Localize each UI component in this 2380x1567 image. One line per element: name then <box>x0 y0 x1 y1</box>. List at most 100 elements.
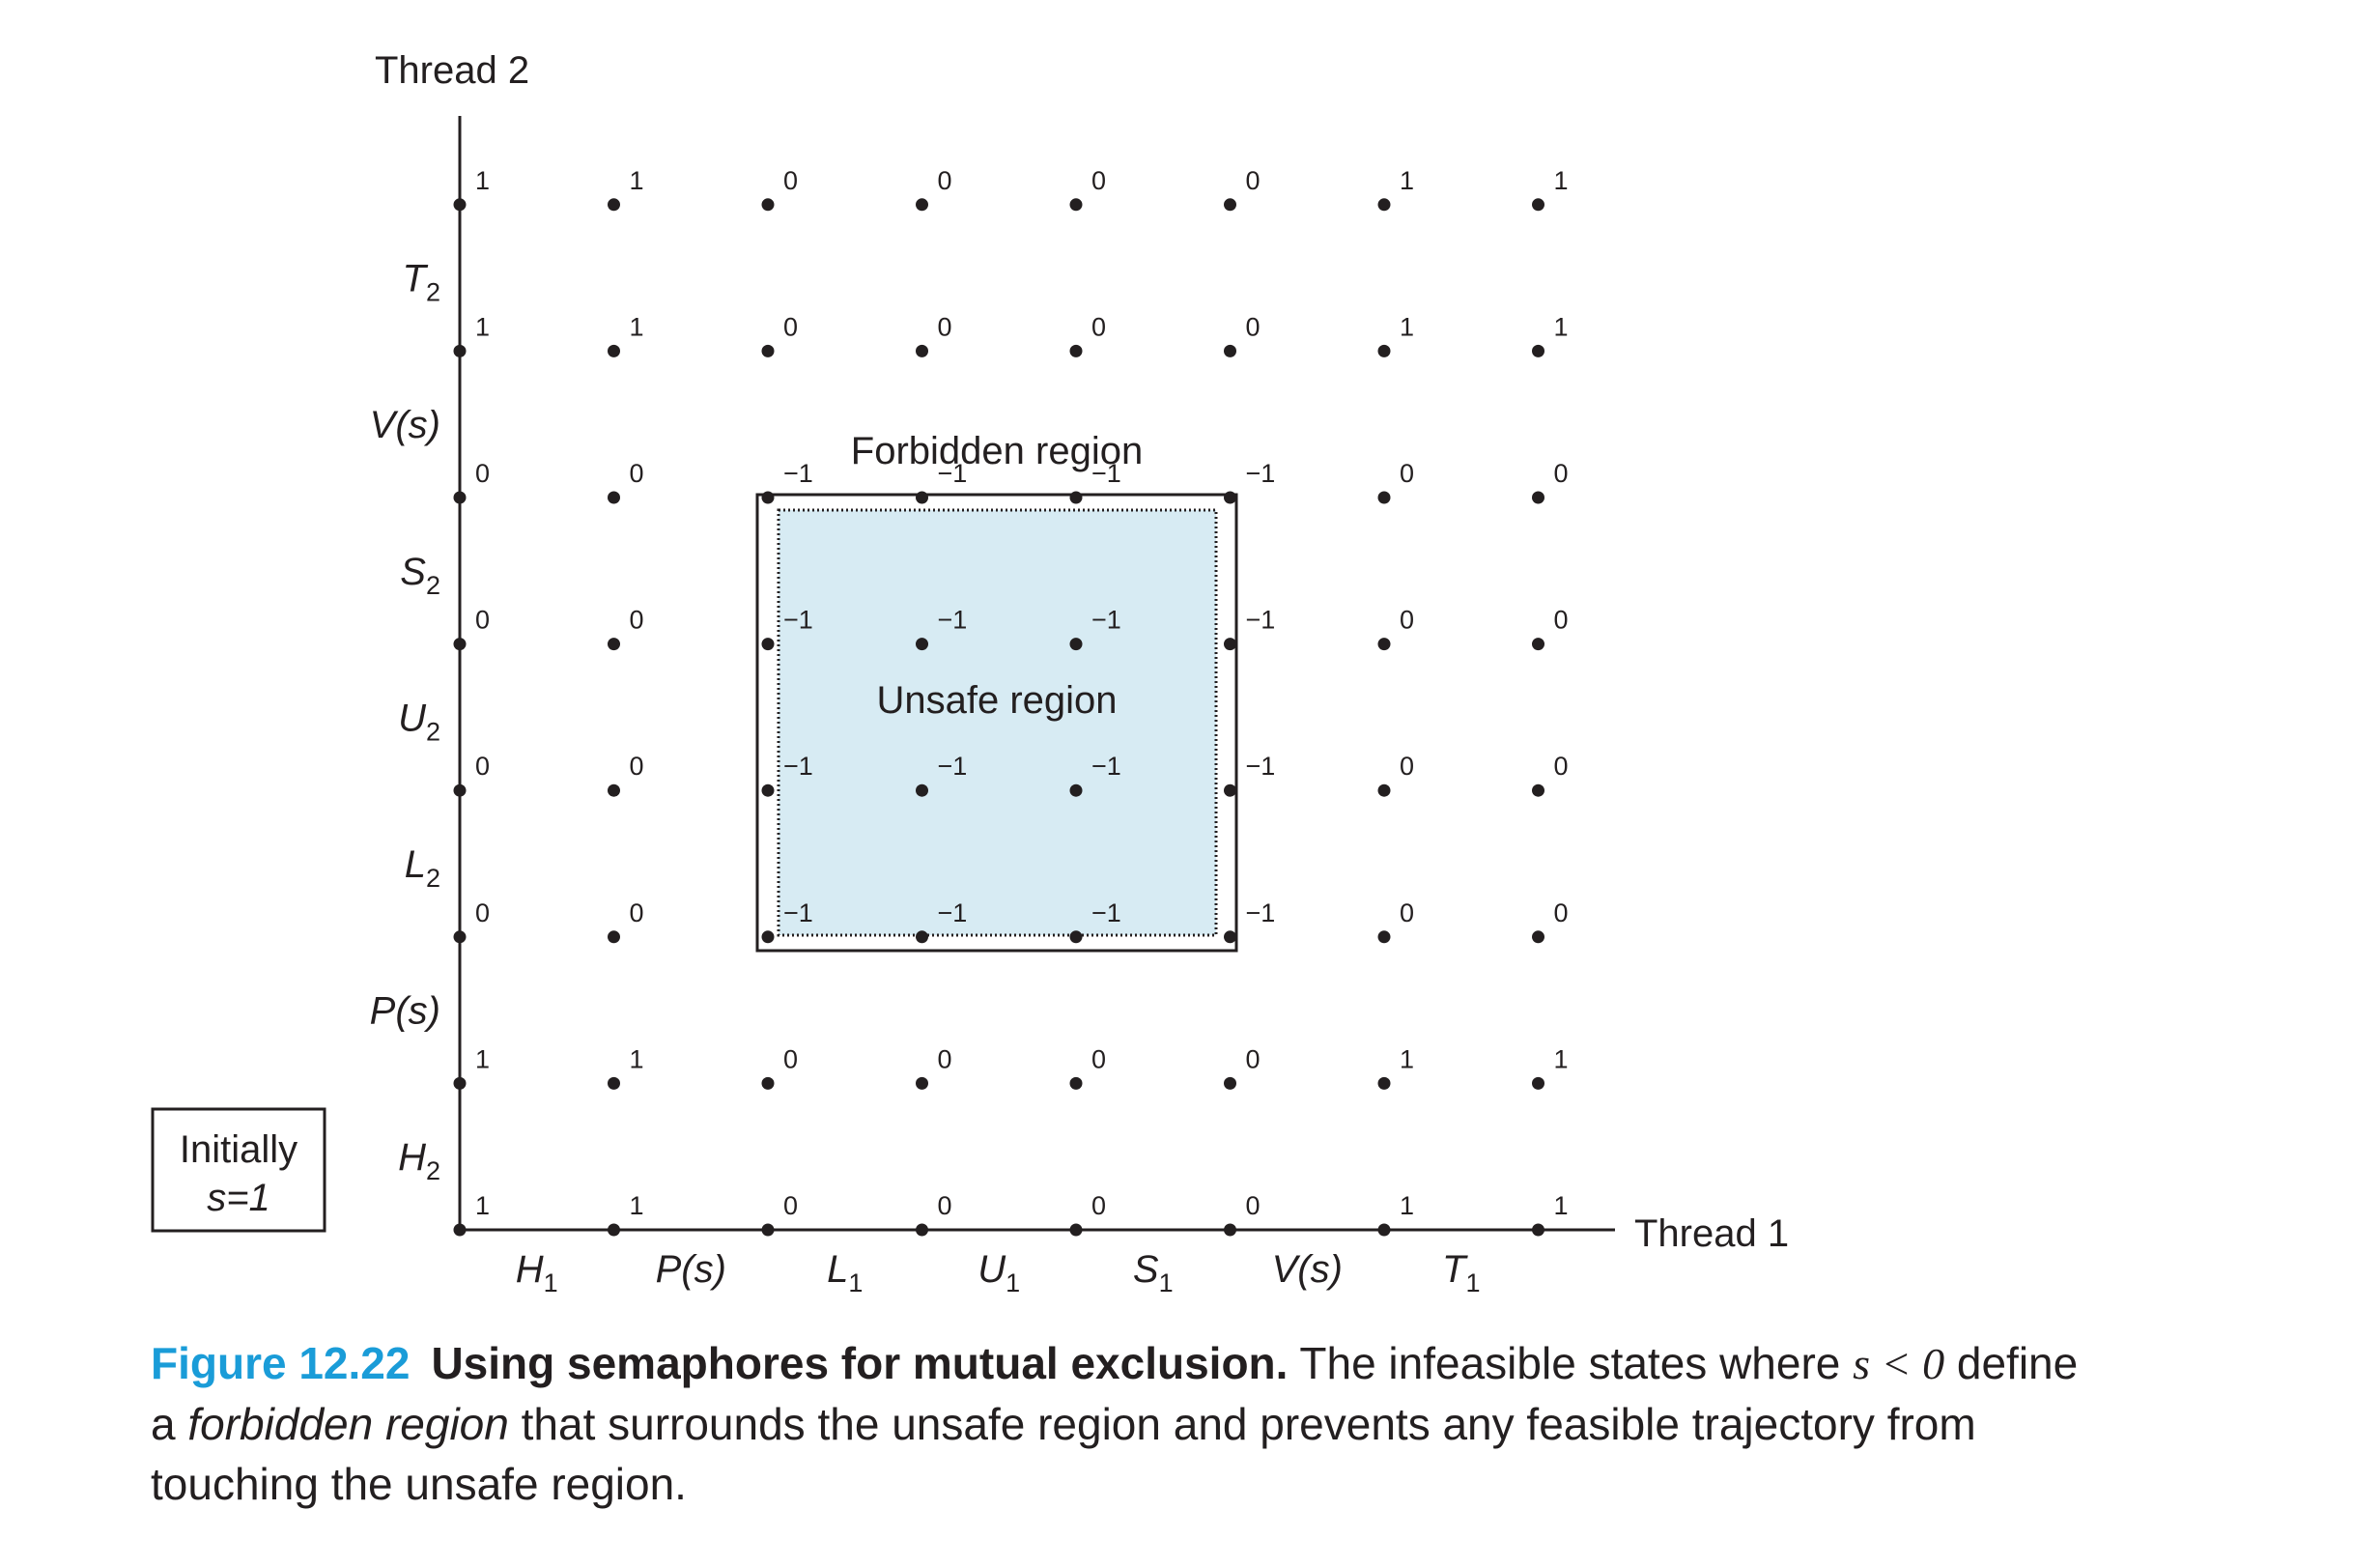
state-point <box>453 198 467 212</box>
state-point <box>1069 930 1083 944</box>
state-point <box>916 344 928 357</box>
state-value: −1 <box>783 898 813 927</box>
state-point <box>1224 784 1236 797</box>
state-value: 1 <box>1554 1191 1569 1220</box>
state-value: 0 <box>1554 606 1569 635</box>
state-value: 1 <box>630 166 644 195</box>
y-tick-3-main: L <box>405 843 426 886</box>
state-point <box>608 784 620 797</box>
state-point <box>453 784 467 797</box>
x-tick-6: V(s) <box>1272 1248 1343 1291</box>
state-value: 0 <box>630 898 644 927</box>
state-value: 0 <box>630 752 644 781</box>
y-tick-6: V(s) <box>370 404 440 446</box>
state-value: −1 <box>1091 606 1121 635</box>
state-point <box>1377 638 1391 651</box>
y-tick-4-subscript: 2 <box>426 717 440 746</box>
state-value: −1 <box>1091 752 1121 781</box>
state-value: 1 <box>475 1044 490 1073</box>
y-tick-6-main: V(s) <box>370 404 440 446</box>
x-tick-1-main: H <box>516 1248 544 1291</box>
state-point <box>1532 1076 1544 1090</box>
x-tick-1: H1 <box>516 1248 558 1297</box>
state-point <box>1377 1223 1391 1237</box>
state-point <box>1224 1223 1236 1237</box>
caption-text-3: that surrounds the unsafe region and pre… <box>151 1399 1976 1509</box>
x-tick-5: S1 <box>1133 1248 1174 1297</box>
state-point <box>1532 930 1544 944</box>
state-point <box>608 491 620 504</box>
state-value: 0 <box>475 459 490 488</box>
state-value: 1 <box>1400 1044 1414 1073</box>
y-tick-5: S2 <box>400 551 440 600</box>
thread1-label: Thread 1 <box>1634 1212 1789 1255</box>
state-point <box>453 930 467 944</box>
state-point <box>1377 491 1391 504</box>
caption-emphasis: forbidden region <box>187 1399 509 1449</box>
state-point <box>608 198 620 212</box>
x-tick-7-subscript: 1 <box>1465 1268 1480 1297</box>
x-tick-6-main: V(s) <box>1272 1248 1343 1291</box>
state-point <box>1069 491 1083 504</box>
state-point <box>453 638 467 651</box>
initial-state-line2: s=1 <box>207 1177 270 1219</box>
y-tick-7-main: T <box>403 258 429 300</box>
state-value: 0 <box>630 606 644 635</box>
state-value: 0 <box>1400 459 1414 488</box>
state-point <box>761 1223 775 1237</box>
state-point <box>761 344 775 357</box>
y-tick-1-main: H <box>398 1136 426 1179</box>
state-value: −1 <box>783 606 813 635</box>
state-point <box>916 784 928 797</box>
state-point <box>1224 930 1236 944</box>
state-value: 0 <box>783 1044 798 1073</box>
state-point <box>1532 491 1544 504</box>
state-value: 0 <box>1246 166 1261 195</box>
state-value: 0 <box>938 166 952 195</box>
state-point <box>1377 198 1391 212</box>
state-value: 1 <box>1400 166 1414 195</box>
y-tick-7-subscript: 2 <box>426 278 440 307</box>
state-value: 0 <box>783 312 798 341</box>
state-value: 1 <box>475 166 490 195</box>
state-value: 0 <box>1400 898 1414 927</box>
state-point <box>1224 491 1236 504</box>
state-point <box>916 1076 928 1090</box>
y-tick-3: L2 <box>405 843 440 893</box>
state-value: −1 <box>783 459 813 488</box>
state-value: −1 <box>938 606 968 635</box>
state-point <box>1224 198 1236 212</box>
state-point <box>1377 1076 1391 1090</box>
x-tick-2-main: P(s) <box>656 1248 726 1291</box>
state-point <box>761 930 775 944</box>
unsafe-region-label: Unsafe region <box>876 679 1117 722</box>
state-point <box>761 198 775 212</box>
state-point <box>1224 344 1236 357</box>
state-value: 0 <box>1554 752 1569 781</box>
initial-state-line1: Initially <box>180 1128 298 1171</box>
state-value: −1 <box>938 898 968 927</box>
x-tick-7: T1 <box>1442 1248 1480 1297</box>
y-tick-3-subscript: 2 <box>426 864 440 893</box>
unsafe-region <box>777 508 1218 937</box>
state-point <box>916 491 928 504</box>
state-value: 1 <box>1400 1191 1414 1220</box>
state-point <box>1532 784 1544 797</box>
state-value: 0 <box>1400 752 1414 781</box>
state-point <box>453 491 467 504</box>
caption-text-2: define a <box>151 1338 2079 1449</box>
state-value: −1 <box>783 752 813 781</box>
state-value: 0 <box>938 1044 952 1073</box>
state-value: 0 <box>1091 312 1106 341</box>
state-point <box>761 784 775 797</box>
state-value: 1 <box>630 312 644 341</box>
state-value: −1 <box>1091 459 1121 488</box>
x-tick-2: P(s) <box>656 1248 726 1291</box>
state-point <box>1532 344 1544 357</box>
state-value: −1 <box>1091 898 1121 927</box>
state-value: 1 <box>630 1044 644 1073</box>
state-point <box>761 638 775 651</box>
y-tick-2: P(s) <box>370 990 440 1033</box>
